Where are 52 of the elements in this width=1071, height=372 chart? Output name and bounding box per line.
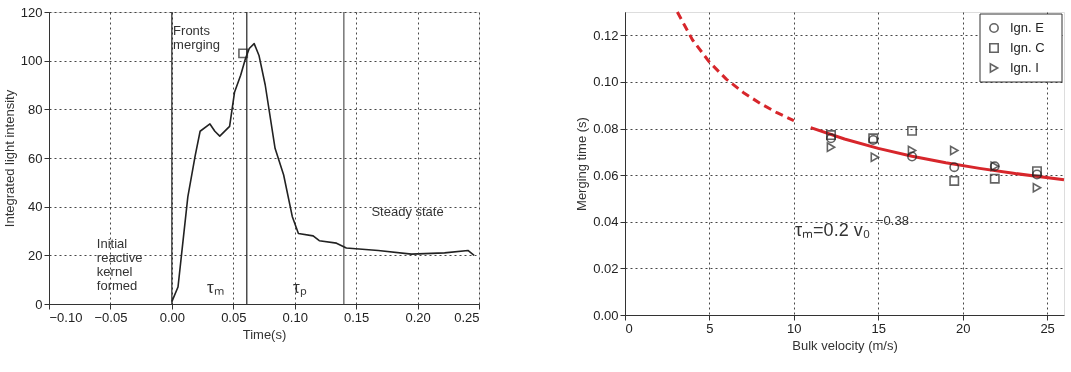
annotation: τₘ=0.2 v₀−0.38 (795, 213, 909, 240)
y-tick-label: 60 (28, 150, 43, 166)
annotation: τₚ (293, 278, 307, 298)
x-tick-label: 0.10 (282, 309, 308, 325)
x-tick-label: −0.10 (49, 309, 83, 325)
x-tick-label: 0.05 (221, 309, 247, 325)
y-tick-label: 120 (20, 4, 43, 20)
y-tick-label: 0.12 (593, 27, 619, 43)
x-tick-label: 15 (871, 320, 886, 336)
legend-label: Ign. C (1010, 40, 1045, 55)
x-tick-label: 0 (625, 320, 633, 336)
point (1032, 182, 1042, 193)
x-tick-label: 5 (706, 320, 714, 336)
x-tick-label: 0.25 (454, 309, 480, 325)
y-tick-label: 100 (20, 53, 43, 69)
x-tick-label: 0.20 (405, 309, 431, 325)
y-tick-label: 0.02 (593, 260, 619, 276)
y-tick-label: 0.06 (593, 167, 619, 183)
x-tick-label: 10 (787, 320, 802, 336)
x-axis-title: Bulk velocity (m/s) (792, 337, 898, 353)
y-tick-label: 40 (28, 199, 43, 215)
point (907, 125, 918, 136)
x-tick-label: 25 (1040, 320, 1055, 336)
y-tick-label: 0.10 (593, 74, 619, 90)
y-axis-title: Integrated light intensity (1, 89, 17, 228)
y-tick-label: 80 (28, 101, 43, 117)
point (870, 152, 880, 163)
y-tick-label: 0.04 (593, 214, 619, 230)
point (907, 151, 918, 162)
point (826, 142, 836, 153)
x-axis-title: Time(s) (242, 326, 287, 342)
point (907, 145, 917, 156)
x-tick-label: 20 (955, 320, 971, 336)
y-tick-label: 0.08 (593, 121, 619, 137)
point (949, 162, 960, 173)
legend-label: Ign. I (1010, 60, 1039, 75)
point (989, 173, 1000, 184)
x-tick-label: −0.05 (94, 309, 128, 325)
legend-label: Ign. E (1010, 20, 1045, 35)
x-tick-label: 0.15 (343, 309, 370, 325)
point (949, 176, 960, 186)
y-axis-title: Merging time (s) (574, 117, 590, 211)
annotation: Fronts merging (173, 23, 221, 53)
x-tick-label: 0.00 (159, 309, 186, 325)
point (949, 145, 959, 156)
y-tick-label: 20 (28, 247, 43, 263)
line-series (675, 10, 796, 123)
y-tick-label: 0 (35, 296, 43, 312)
annotation: τₘ (207, 278, 224, 297)
line-series (809, 126, 1066, 182)
annotation: Steady state (371, 204, 444, 220)
annotation: Initial reactive kernel formed (96, 236, 143, 293)
